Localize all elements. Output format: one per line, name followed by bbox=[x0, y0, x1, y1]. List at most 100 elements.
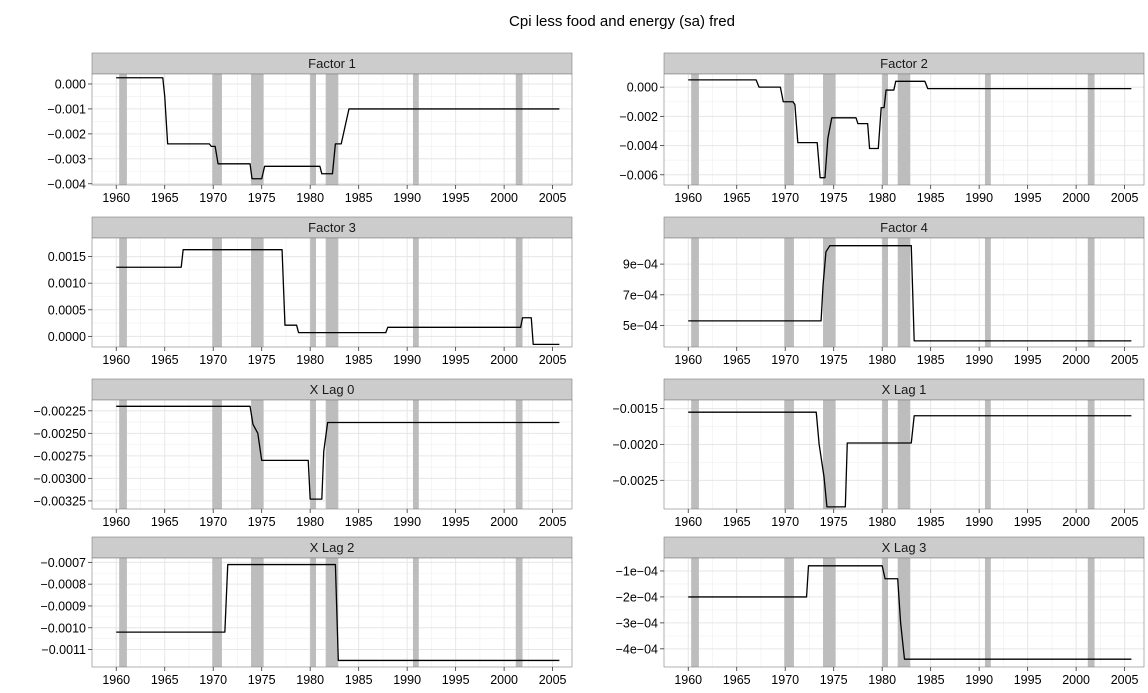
recession-band bbox=[325, 74, 339, 185]
recession-band bbox=[882, 74, 888, 185]
x-tick-label: 1995 bbox=[1014, 191, 1042, 205]
x-tick-label: 1970 bbox=[771, 515, 799, 529]
recession-band bbox=[325, 238, 339, 347]
recession-band bbox=[251, 558, 264, 667]
panel-7: X Lag 2 −0.0007 −0.0008 −0.0009 −0.0010 −0.00… bbox=[40, 536, 573, 687]
y-tick-label: −0.0007 bbox=[40, 556, 86, 570]
x-tick-label: 1975 bbox=[248, 673, 276, 687]
x-tick-label: 1990 bbox=[965, 191, 993, 205]
recession-band bbox=[897, 238, 911, 347]
series-line bbox=[116, 77, 560, 180]
recession-band bbox=[1087, 74, 1095, 185]
x-tick-label: 2005 bbox=[539, 515, 567, 529]
recession-band bbox=[212, 74, 222, 185]
y-tick-label: −0.0015 bbox=[612, 402, 658, 416]
recession-band bbox=[251, 74, 264, 185]
x-tick-label: 1990 bbox=[393, 515, 421, 529]
recession-band bbox=[515, 558, 523, 667]
x-tick-label: 1960 bbox=[674, 515, 702, 529]
x-tick-label: 1975 bbox=[820, 353, 848, 367]
x-tick-label: 1960 bbox=[102, 353, 130, 367]
recession-band bbox=[897, 400, 911, 509]
strip-title: Factor 2 bbox=[880, 56, 928, 71]
x-tick-label: 1975 bbox=[820, 515, 848, 529]
x-tick-label: 2005 bbox=[1111, 515, 1139, 529]
recession-band bbox=[882, 558, 888, 667]
recession-band bbox=[119, 238, 127, 347]
recession-band bbox=[412, 74, 419, 185]
x-tick-label: 1995 bbox=[442, 353, 470, 367]
panel-1: Factor 1 0.000 −0.001 −0.002 −0.003 −0.004 196… bbox=[47, 52, 573, 205]
y-tick-label: 5e−04 bbox=[623, 319, 658, 333]
y-tick-label: 0.0015 bbox=[48, 250, 86, 264]
y-tick-label: 0.0000 bbox=[48, 330, 86, 344]
y-tick-label: 0.0010 bbox=[48, 277, 86, 291]
x-tick-label: 1975 bbox=[820, 191, 848, 205]
x-tick-label: 2005 bbox=[1111, 353, 1139, 367]
strip-title: Factor 3 bbox=[308, 220, 356, 235]
x-tick-label: 1985 bbox=[917, 515, 945, 529]
series-line bbox=[688, 565, 1132, 660]
y-tick-label: −0.002 bbox=[619, 110, 658, 124]
x-tick-label: 1965 bbox=[151, 673, 179, 687]
strip-title: X Lag 2 bbox=[310, 540, 355, 555]
x-tick-label: 1990 bbox=[965, 515, 993, 529]
y-tick-label: −0.004 bbox=[47, 177, 86, 191]
y-tick-label: −0.006 bbox=[619, 168, 658, 182]
recession-band bbox=[984, 400, 991, 509]
recession-band bbox=[784, 238, 794, 347]
x-tick-label: 1985 bbox=[345, 673, 373, 687]
x-tick-label: 2000 bbox=[1062, 191, 1090, 205]
x-tick-label: 1960 bbox=[674, 353, 702, 367]
x-tick-label: 1980 bbox=[296, 515, 324, 529]
y-tick-label: 0.0005 bbox=[48, 303, 86, 317]
x-tick-label: 1995 bbox=[1014, 515, 1042, 529]
x-tick-label: 1965 bbox=[723, 515, 751, 529]
x-tick-label: 1980 bbox=[868, 673, 896, 687]
panel-2: Factor 2 0.000 −0.002 −0.004 −0.006 1960 1965 1… bbox=[619, 52, 1145, 205]
recession-band bbox=[325, 558, 339, 667]
y-tick-label: −0.003 bbox=[47, 152, 86, 166]
x-tick-label: 1960 bbox=[102, 673, 130, 687]
y-tick-label: −0.00325 bbox=[34, 494, 87, 508]
x-tick-label: 1970 bbox=[199, 515, 227, 529]
x-tick-label: 1990 bbox=[393, 353, 421, 367]
x-tick-label: 2005 bbox=[539, 353, 567, 367]
recession-band bbox=[515, 238, 523, 347]
recession-band bbox=[119, 400, 127, 509]
recession-band bbox=[984, 238, 991, 347]
recession-band bbox=[882, 238, 888, 347]
x-tick-label: 2000 bbox=[490, 191, 518, 205]
series-line bbox=[116, 563, 560, 662]
x-tick-label: 1960 bbox=[674, 673, 702, 687]
series-line bbox=[688, 79, 1132, 179]
x-tick-label: 2000 bbox=[490, 673, 518, 687]
x-tick-label: 1965 bbox=[723, 673, 751, 687]
x-tick-label: 1985 bbox=[345, 353, 373, 367]
strip-title: X Lag 0 bbox=[310, 382, 355, 397]
x-tick-label: 1980 bbox=[296, 673, 324, 687]
recession-band bbox=[691, 74, 699, 185]
x-tick-label: 1975 bbox=[820, 673, 848, 687]
x-tick-label: 2000 bbox=[1062, 353, 1090, 367]
y-tick-label: 9e−04 bbox=[623, 258, 658, 272]
y-tick-label: −0.00250 bbox=[34, 427, 87, 441]
y-tick-label: −0.0009 bbox=[40, 599, 86, 613]
x-tick-label: 1970 bbox=[199, 353, 227, 367]
x-tick-label: 1985 bbox=[345, 515, 373, 529]
recession-band bbox=[310, 238, 316, 347]
recession-band bbox=[119, 558, 127, 667]
chart-title: Cpi less food and energy (sa) fred bbox=[509, 13, 735, 30]
x-tick-label: 1965 bbox=[723, 191, 751, 205]
x-tick-label: 1965 bbox=[723, 353, 751, 367]
recession-band bbox=[984, 558, 991, 667]
recession-band bbox=[882, 400, 888, 509]
recession-band bbox=[1087, 558, 1095, 667]
x-tick-label: 1985 bbox=[917, 191, 945, 205]
x-tick-label: 2005 bbox=[1111, 191, 1139, 205]
recession-band bbox=[119, 74, 127, 185]
panel-3: Factor 3 0.0015 0.0010 0.0005 0.0000 1960 1965… bbox=[48, 216, 573, 367]
x-tick-label: 1960 bbox=[102, 191, 130, 205]
x-tick-label: 2000 bbox=[490, 353, 518, 367]
y-tick-label: −0.001 bbox=[47, 102, 86, 116]
